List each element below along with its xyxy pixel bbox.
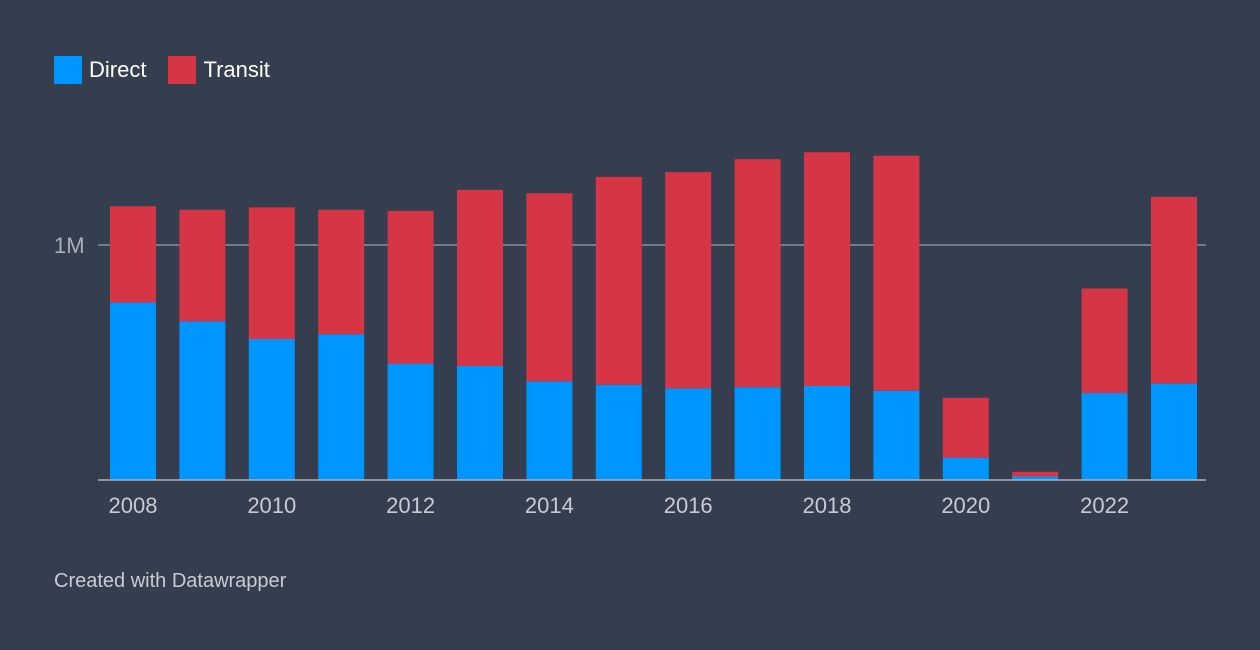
x-tick-label-2008: 2008 xyxy=(109,493,158,518)
legend-label-direct: Direct xyxy=(89,57,147,82)
y-tick-label-0: 1M xyxy=(54,233,85,258)
x-tick-label-2010: 2010 xyxy=(247,493,296,518)
bar-direct-2017 xyxy=(734,387,781,480)
x-tick-label-2016: 2016 xyxy=(664,493,713,518)
bar-direct-2014 xyxy=(526,381,573,480)
bar-transit-2019 xyxy=(873,155,920,391)
legend-item-direct: Direct xyxy=(54,56,146,84)
bar-direct-2015 xyxy=(595,384,642,480)
bar-transit-2011 xyxy=(318,209,365,335)
bar-direct-2012 xyxy=(387,363,434,480)
x-tick-label-2012: 2012 xyxy=(386,493,435,518)
legend-swatch-direct xyxy=(54,56,82,84)
bar-direct-2011 xyxy=(318,334,365,480)
legend-item-transit: Transit xyxy=(168,56,270,84)
bar-transit-2012 xyxy=(387,210,434,364)
bar-direct-2023 xyxy=(1151,383,1197,480)
bar-transit-2016 xyxy=(665,172,712,389)
bar-direct-2020 xyxy=(942,457,989,480)
bar-transit-2017 xyxy=(734,159,781,388)
x-tick-label-2022: 2022 xyxy=(1080,493,1129,518)
bar-direct-2010 xyxy=(248,339,295,480)
bar-direct-2013 xyxy=(457,366,503,480)
bar-transit-2015 xyxy=(595,176,642,385)
legend: Direct Transit xyxy=(54,56,292,84)
bar-transit-2008 xyxy=(110,206,156,303)
legend-label-transit: Transit xyxy=(203,57,270,82)
bar-transit-2010 xyxy=(248,207,295,339)
bar-direct-2022 xyxy=(1081,393,1128,480)
bar-direct-2009 xyxy=(179,321,226,480)
bar-transit-2014 xyxy=(526,193,573,382)
bar-direct-2016 xyxy=(665,388,712,480)
bar-transit-2013 xyxy=(457,189,503,367)
x-tick-label-2014: 2014 xyxy=(525,493,574,518)
bar-direct-2008 xyxy=(110,302,156,480)
bar-transit-2009 xyxy=(179,209,226,322)
x-tick-label-2018: 2018 xyxy=(803,493,852,518)
bar-transit-2020 xyxy=(942,397,989,458)
bar-direct-2018 xyxy=(804,386,850,480)
bar-transit-2022 xyxy=(1081,288,1128,394)
bar-transit-2018 xyxy=(804,152,850,386)
bar-transit-2021 xyxy=(1012,471,1059,477)
bar-transit-2023 xyxy=(1151,196,1197,384)
x-tick-label-2020: 2020 xyxy=(941,493,990,518)
bar-direct-2021 xyxy=(1012,476,1059,480)
legend-swatch-transit xyxy=(168,56,197,84)
footer-credit: Created with Datawrapper xyxy=(54,570,287,592)
bar-direct-2019 xyxy=(873,390,920,480)
